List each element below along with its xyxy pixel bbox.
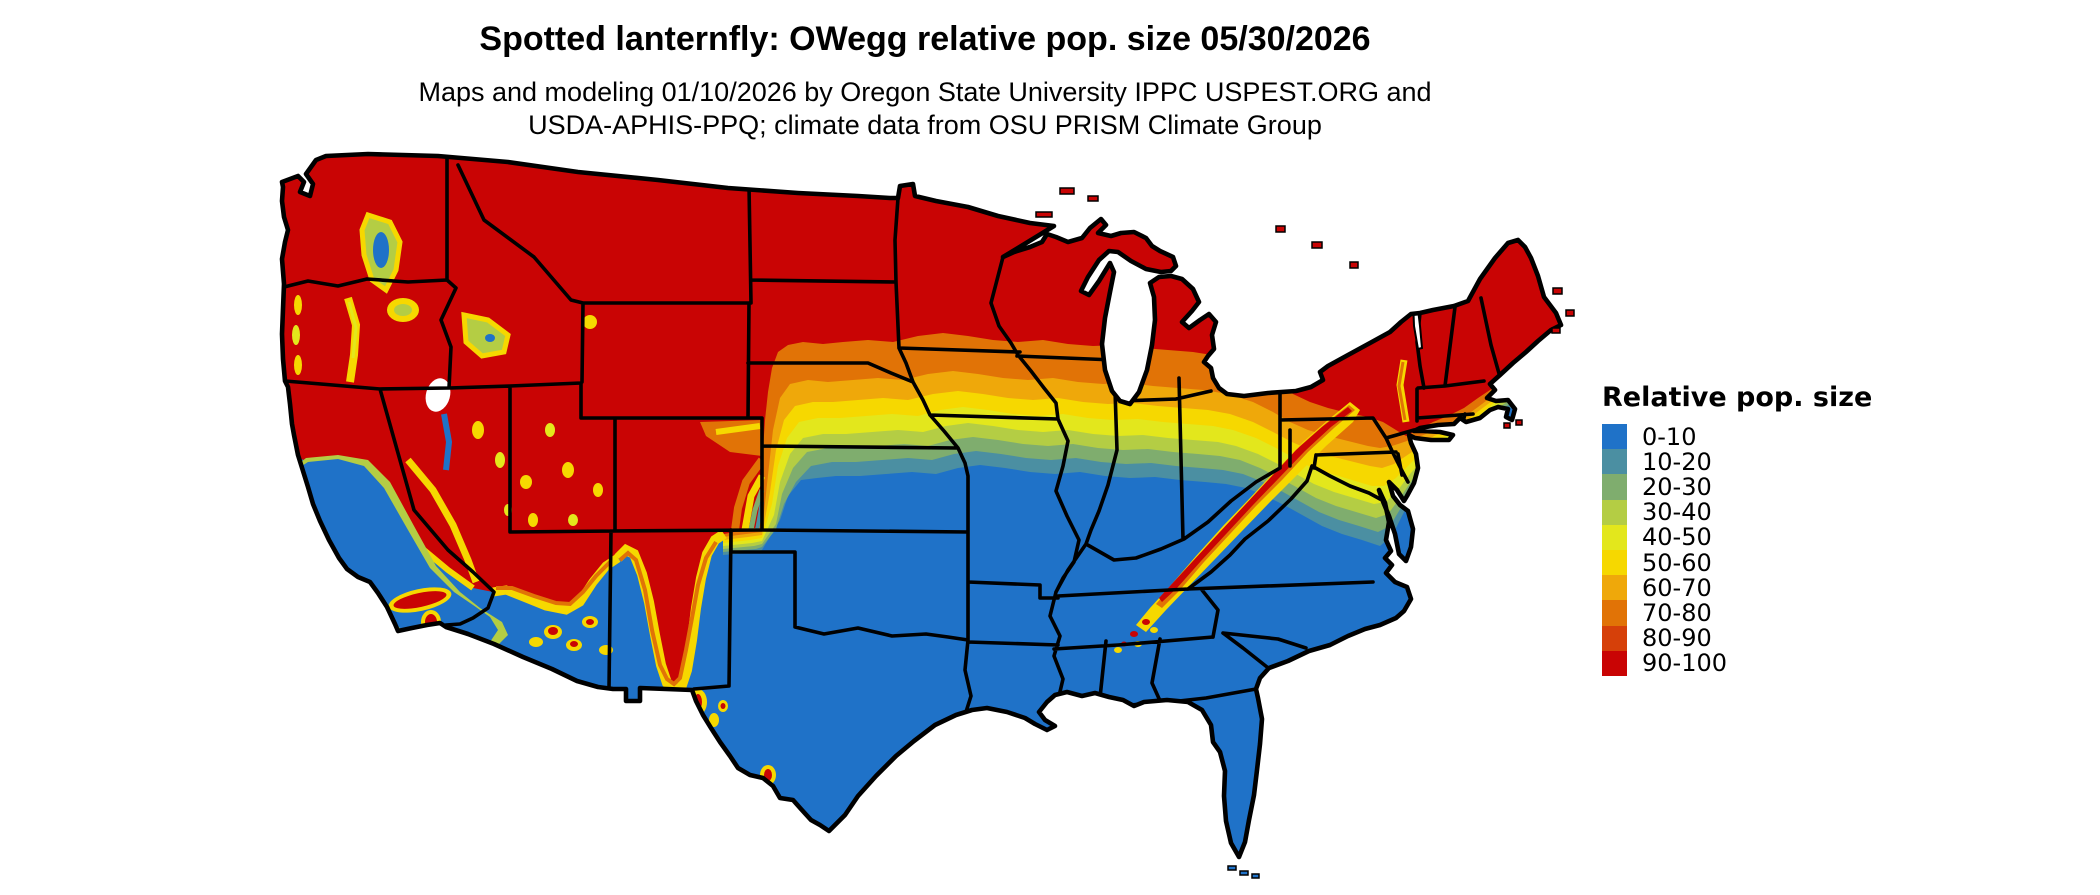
legend-swatch-70-80 [1602,600,1627,626]
legend-label: 80-90 [1642,624,1712,653]
map-raster [282,154,1561,857]
subtitle-line-1: Maps and modeling 01/10/2026 by Oregon S… [418,77,1432,107]
page-title: Spotted lanternfly: OWegg relative pop. … [479,20,1371,58]
legend-row-80-90: 80-90 [1602,624,1872,653]
legend-label: 60-70 [1642,573,1712,602]
legend-swatch-30-40 [1602,499,1627,525]
legend-swatch-80-90 [1602,625,1627,651]
legend-row-0-10: 0-10 [1602,422,1872,451]
legend-label: 0-10 [1642,422,1697,451]
legend-title: Relative pop. size [1602,382,1873,413]
legend-row-60-70: 60-70 [1602,573,1872,602]
map-legend: Relative pop. size 0-10 10-20 20-30 30-40 40… [1602,382,1873,678]
legend-swatch-50-60 [1602,549,1627,576]
legend-swatch-40-50 [1602,524,1627,550]
us-outline [279,151,1564,860]
us-map [279,151,1575,879]
subtitle-line-2: USDA-APHIS-PPQ; climate data from OSU PR… [528,110,1322,140]
legend-row-10-20: 10-20 [1602,447,1872,476]
legend-label: 10-20 [1642,447,1712,476]
legend-row-30-40: 30-40 [1602,498,1872,527]
hudson-valley-finger [1396,359,1410,423]
legend-swatch-60-70 [1602,575,1627,601]
legend-row-20-30: 20-30 [1602,472,1872,501]
legend-label: 40-50 [1642,523,1712,552]
legend-label: 70-80 [1642,598,1712,627]
us-map-container [268,130,1588,890]
appalachian-ridges [1114,402,1360,653]
legend-swatch-10-20 [1602,449,1627,475]
page-subtitle: Maps and modeling 01/10/2026 by Oregon S… [0,76,1850,142]
border-data-fragments [1035,187,1575,879]
legend-row-50-60: 50-60 [1602,548,1872,577]
legend-label: 30-40 [1642,498,1712,527]
legend-label: 20-30 [1642,472,1712,501]
colorado-ne-patch [700,420,762,456]
legend-swatch-0-10 [1602,424,1627,450]
legend-rows: 0-10 10-20 20-30 30-40 40-50 50-60 60-70 70-80 8… [1602,422,1872,678]
legend-row-70-80: 70-80 [1602,598,1872,627]
california-lowlands [286,455,508,650]
legend-swatch-20-30 [1602,474,1627,500]
legend-row-40-50: 40-50 [1602,523,1872,552]
legend-label: 50-60 [1642,548,1712,577]
legend-swatch-90-100 [1602,650,1627,676]
legend-row-90-100: 90-100 [1602,649,1872,678]
northwest-terrain-patches [292,211,603,527]
state-borders [282,154,1502,726]
legend-label: 90-100 [1642,649,1728,678]
